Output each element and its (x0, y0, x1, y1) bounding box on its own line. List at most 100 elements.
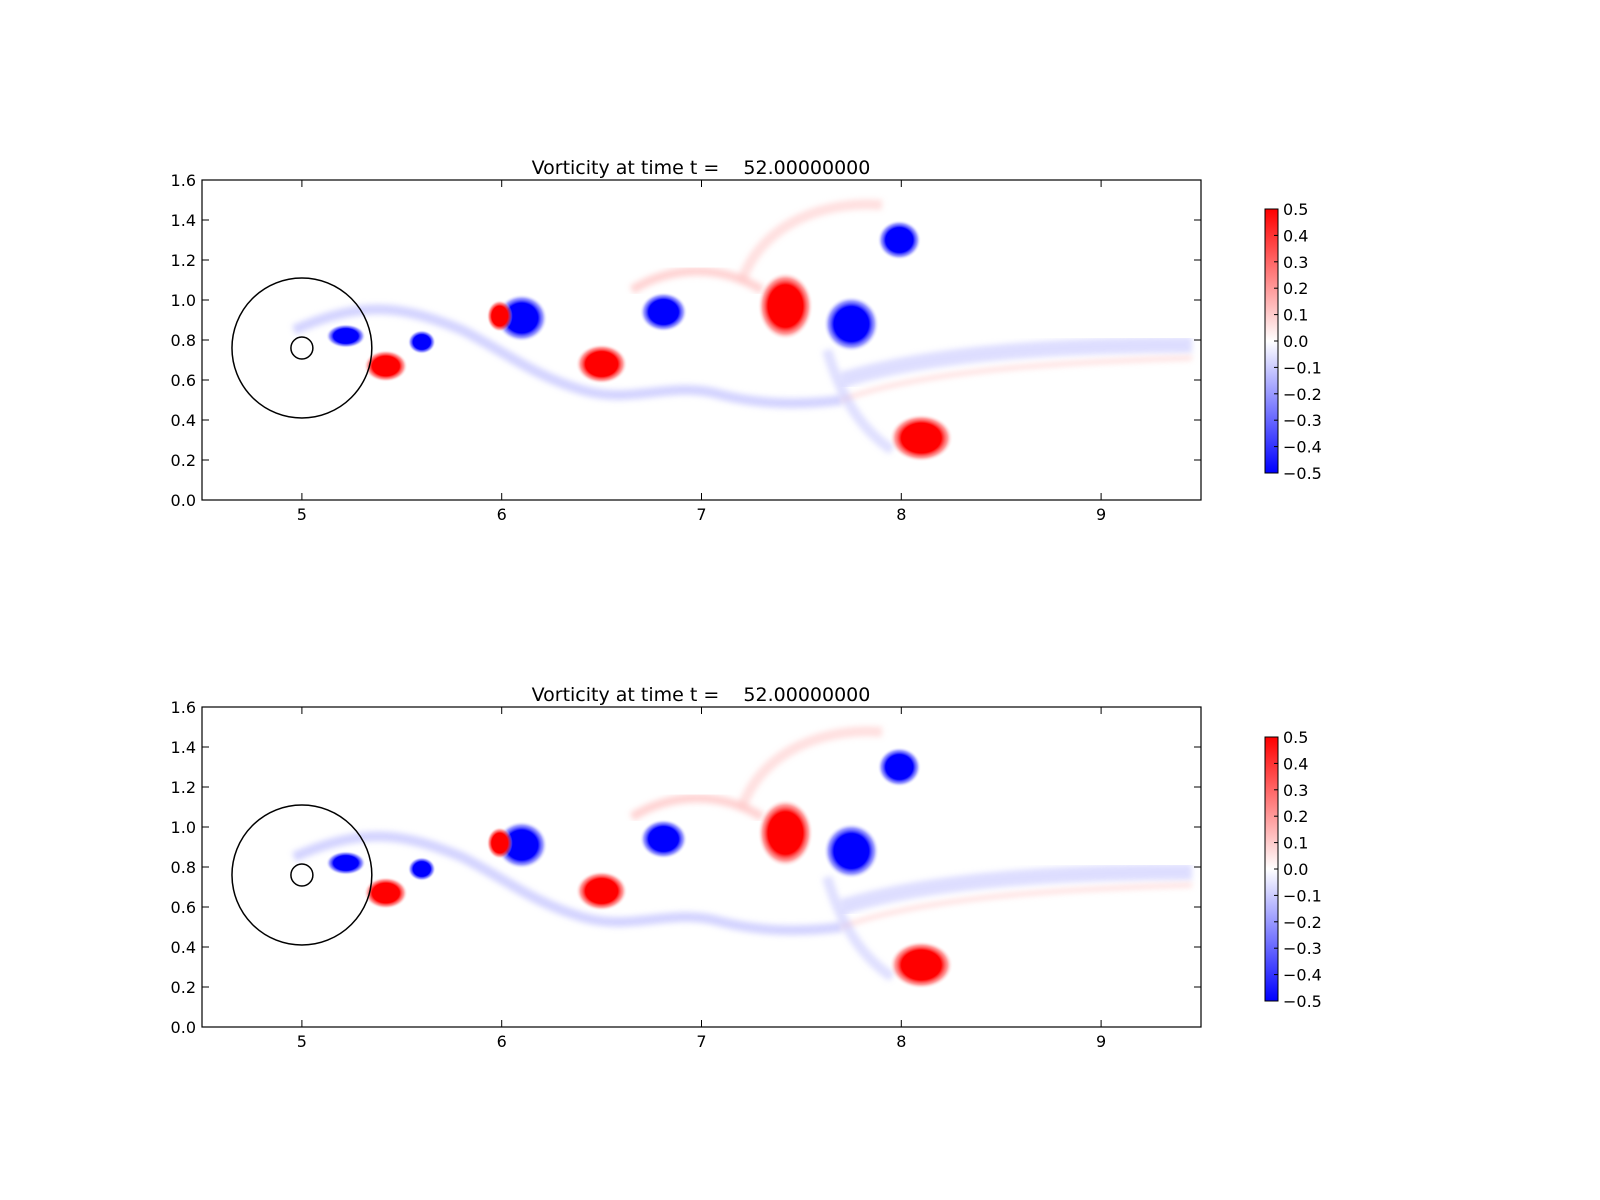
colorbar: 0.5 0.4 0.3 0.2 0.1 0.0 −0.1 −0.2 −0.3 −0.4 −0.5 (1264, 728, 1322, 1011)
x-tick-label: 5 (297, 1032, 307, 1051)
negative-vortex (325, 324, 366, 348)
negative-vortex (877, 747, 922, 787)
cylinder-circle (231, 804, 373, 946)
colorbar-tick-label: −0.4 (1283, 966, 1322, 985)
shear-filament (737, 726, 883, 809)
y-tick-label: 0.8 (171, 858, 196, 877)
shear-filament (841, 883, 1193, 929)
cylinder-outlines (231, 277, 373, 419)
y-tick-label: 1.0 (171, 818, 196, 837)
chart-title: Vorticity at time t = 52.00000000 (532, 684, 871, 706)
y-tick-label: 0.0 (171, 491, 196, 510)
cylinder-circle (231, 277, 373, 419)
shear-filament (629, 793, 765, 821)
y-tick-label: 1.4 (171, 211, 196, 230)
vortex-group (325, 220, 954, 462)
shear-filament (822, 348, 895, 455)
negative-vortex (639, 819, 688, 859)
panel-bottom: Vorticity at time t = 52.00000000 5 6 7 8 9 … (171, 684, 1322, 1051)
y-tick-label: 1.4 (171, 738, 196, 757)
colorbar-tick-label: −0.2 (1283, 913, 1322, 932)
x-tick-label: 7 (696, 1032, 706, 1051)
x-tick-label: 7 (696, 505, 706, 524)
plot-background (202, 707, 1201, 1027)
colorbar-tick-label: 0.5 (1283, 200, 1308, 219)
colorbar-tick-label: −0.3 (1283, 411, 1322, 430)
vorticity-field (291, 199, 1193, 462)
colorbar-tick-label: −0.2 (1283, 385, 1322, 404)
shear-filament (737, 199, 883, 282)
x-tick-label: 6 (497, 1032, 507, 1051)
positive-vortex (757, 799, 814, 867)
colorbar-tick-label: 0.3 (1283, 781, 1308, 800)
negative-vortex (877, 220, 922, 260)
colorbar-tick-label: 0.1 (1283, 306, 1308, 325)
y-axis: 0.0 0.2 0.4 0.6 0.8 1.0 1.2 1.4 1.6 (171, 171, 1201, 510)
colorbar-tick-label: 0.0 (1283, 332, 1308, 351)
shear-filament (291, 831, 843, 936)
y-tick-label: 0.4 (171, 938, 196, 957)
negative-vortex (823, 296, 880, 352)
shear-filament (291, 304, 843, 409)
colorbar-tick-label: −0.1 (1283, 358, 1322, 377)
colorbar-tick-label: 0.4 (1283, 754, 1308, 773)
y-axis: 0.0 0.2 0.4 0.6 0.8 1.0 1.2 1.4 1.6 (171, 698, 1201, 1037)
colorbar-tick-label: −0.1 (1283, 886, 1322, 905)
y-tick-label: 0.8 (171, 331, 196, 350)
panel-top: Vorticity at time t = 52.00000000 5 6 7 8 9 … (171, 157, 1322, 524)
y-tick-label: 1.0 (171, 291, 196, 310)
positive-vortex (363, 350, 408, 382)
y-tick-label: 1.2 (171, 251, 196, 270)
chart-title: Vorticity at time t = 52.00000000 (532, 157, 871, 179)
negative-vortex (639, 292, 688, 332)
shear-filament (822, 875, 895, 982)
plot-area: 5 6 7 8 9 0.0 0.2 0.4 0.6 0.8 1.0 1.2 1.4 1.6 (171, 171, 1202, 524)
colorbar-tick-label: −0.3 (1283, 939, 1322, 958)
y-tick-label: 0.2 (171, 978, 196, 997)
y-tick-label: 0.6 (171, 371, 196, 390)
colorbar-tick-label: 0.0 (1283, 860, 1308, 879)
colorbar-tick-label: −0.5 (1283, 992, 1322, 1011)
positive-vortex (486, 300, 513, 332)
x-tick-label: 8 (896, 505, 906, 524)
y-tick-label: 0.6 (171, 898, 196, 917)
negative-vortex (325, 851, 366, 875)
x-tick-label: 5 (297, 505, 307, 524)
vortex-group (325, 747, 954, 989)
y-tick-label: 1.2 (171, 778, 196, 797)
shear-filament (839, 337, 1193, 388)
colorbar-tick-label: 0.2 (1283, 807, 1308, 826)
positive-vortex (486, 827, 513, 859)
x-tick-label: 9 (1096, 1032, 1106, 1051)
colorbar-tick-label: 0.1 (1283, 834, 1308, 853)
x-axis: 5 6 7 8 9 (297, 180, 1106, 524)
shear-filament (841, 356, 1193, 402)
negative-vortex (823, 823, 880, 879)
cylinder-circle (290, 863, 314, 887)
y-tick-label: 0.2 (171, 451, 196, 470)
plot-area: 5 6 7 8 9 0.0 0.2 0.4 0.6 0.8 1.0 1.2 1.4 1.6 (171, 698, 1202, 1051)
cylinder-outlines (231, 804, 373, 946)
colorbar: 0.5 0.4 0.3 0.2 0.1 0.0 −0.1 −0.2 −0.3 −0.4 −0.5 (1264, 200, 1322, 483)
positive-vortex (575, 344, 628, 384)
x-axis: 5 6 7 8 9 (297, 707, 1106, 1051)
positive-vortex (575, 871, 628, 911)
y-tick-label: 0.4 (171, 411, 196, 430)
plot-background (202, 180, 1201, 500)
shear-filament (629, 266, 765, 294)
positive-vortex (757, 272, 814, 340)
colorbar-tick-label: −0.5 (1283, 464, 1322, 483)
vorticity-field (291, 726, 1193, 989)
x-tick-label: 8 (896, 1032, 906, 1051)
cylinder-circle (290, 336, 314, 360)
colorbar-tick-label: 0.3 (1283, 253, 1308, 272)
colorbar-tick-label: 0.5 (1283, 728, 1308, 747)
x-tick-label: 9 (1096, 505, 1106, 524)
y-tick-label: 1.6 (171, 698, 196, 717)
colorbar-tick-label: 0.2 (1283, 279, 1308, 298)
y-tick-label: 1.6 (171, 171, 196, 190)
positive-vortex (363, 877, 408, 909)
colorbar-tick-label: 0.4 (1283, 226, 1308, 245)
positive-vortex (889, 941, 954, 989)
